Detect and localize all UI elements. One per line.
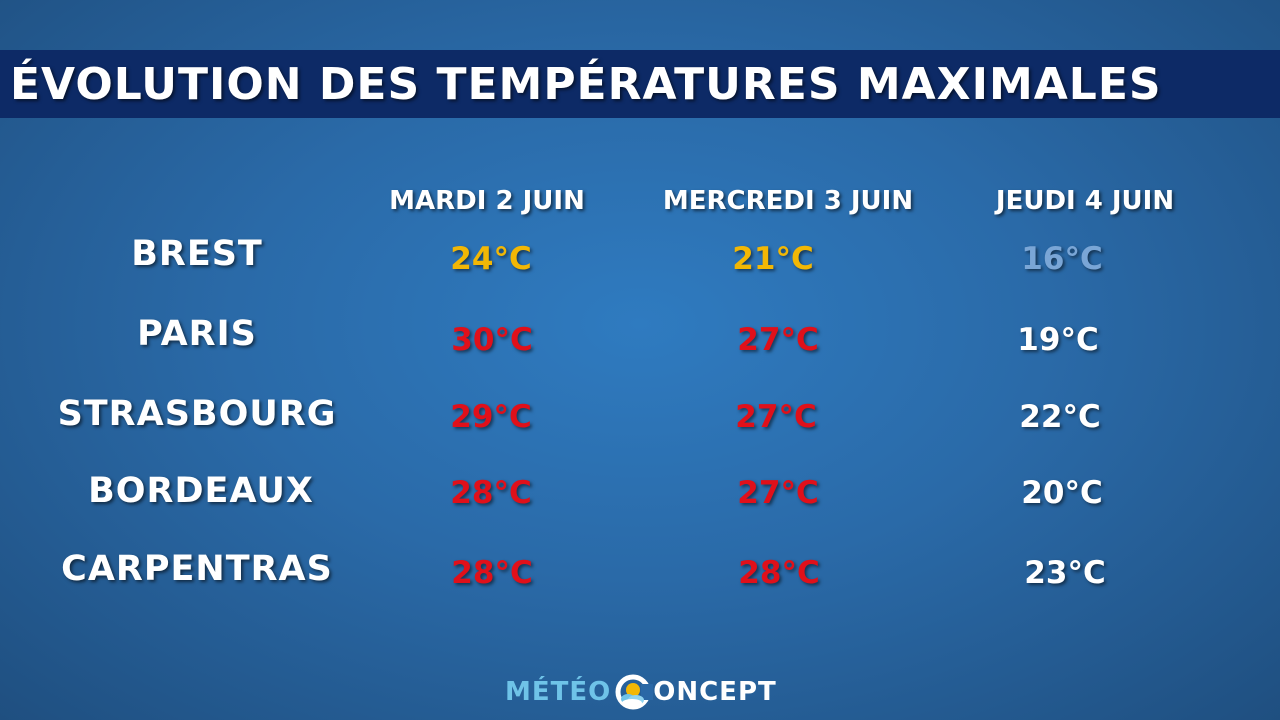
temperature-value: 19°C xyxy=(1017,322,1099,358)
sun-cloud-logo-icon xyxy=(615,674,654,710)
city-label: CARPENTRAS xyxy=(61,549,333,589)
temperature-value: 23°C xyxy=(1024,555,1106,591)
temperature-value: 28°C xyxy=(738,555,820,591)
temperature-value: 28°C xyxy=(451,555,533,591)
city-label: STRASBOURG xyxy=(57,394,337,434)
temperature-value: 29°C xyxy=(450,399,532,435)
city-label: PARIS xyxy=(137,314,257,354)
city-label: BORDEAUX xyxy=(88,471,314,511)
temperature-value: 28°C xyxy=(450,475,532,511)
temperature-value: 22°C xyxy=(1019,399,1101,435)
column-header-day-2: MERCREDI 3 JUIN xyxy=(662,186,914,216)
column-header-day-1: MARDI 2 JUIN xyxy=(389,186,585,216)
column-header-day-3: JEUDI 4 JUIN xyxy=(995,186,1175,216)
temperature-value: 27°C xyxy=(737,475,819,511)
city-label: BREST xyxy=(131,234,263,274)
temperature-value: 30°C xyxy=(451,322,533,358)
page-title: ÉVOLUTION DES TEMPÉRATURES MAXIMALES xyxy=(10,59,1162,110)
logo-text-concept: ONCEPT xyxy=(653,677,777,707)
temperature-value: 21°C xyxy=(732,241,814,277)
temperature-value: 20°C xyxy=(1021,475,1103,511)
temperature-value: 27°C xyxy=(735,399,817,435)
temperature-value: 27°C xyxy=(737,322,819,358)
title-bar: ÉVOLUTION DES TEMPÉRATURES MAXIMALES xyxy=(0,50,1280,118)
brand-logo: MÉTÉO ONCEPT xyxy=(505,672,777,712)
temperature-value: 16°C xyxy=(1021,241,1103,277)
logo-text-meteo: MÉTÉO xyxy=(505,677,612,707)
temperature-value: 24°C xyxy=(450,241,532,277)
